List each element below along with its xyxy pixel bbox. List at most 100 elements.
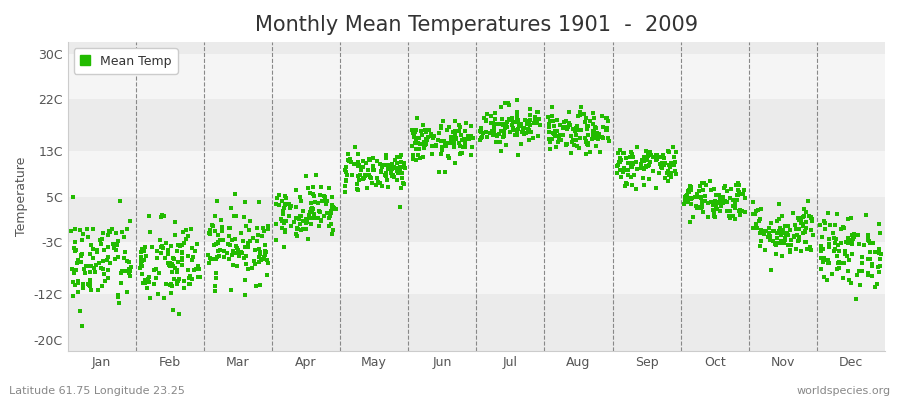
Point — [439, 140, 454, 146]
Point — [178, 227, 193, 234]
Point — [713, 198, 727, 204]
Point — [210, 254, 224, 260]
Point — [498, 100, 512, 106]
Point — [835, 274, 850, 281]
Point — [678, 196, 692, 203]
Point — [87, 268, 102, 275]
Point — [773, 238, 788, 244]
Point — [509, 111, 524, 118]
Point — [617, 166, 632, 173]
Point — [658, 174, 672, 181]
Point — [825, 271, 840, 277]
Point — [279, 195, 293, 202]
Point — [277, 220, 292, 226]
Point — [616, 169, 630, 175]
Point — [269, 236, 284, 243]
Point — [358, 160, 373, 166]
Point — [588, 124, 602, 131]
Point — [656, 152, 670, 158]
Point — [483, 119, 498, 126]
Point — [256, 256, 270, 262]
Point — [708, 192, 723, 198]
Point — [553, 122, 567, 128]
Point — [153, 237, 167, 243]
Point — [783, 227, 797, 233]
Bar — [68, 54, 885, 99]
Point — [438, 141, 453, 148]
Point — [512, 122, 526, 129]
Point — [435, 146, 449, 152]
Point — [527, 116, 542, 123]
Point — [457, 144, 472, 150]
Point — [211, 240, 225, 246]
Point — [445, 134, 459, 141]
Point — [664, 174, 679, 180]
Point — [830, 211, 844, 217]
Point — [464, 132, 479, 139]
Point — [292, 221, 307, 228]
Point — [610, 162, 625, 169]
Point — [102, 227, 116, 234]
Point — [101, 231, 115, 238]
Point — [586, 110, 600, 116]
Point — [806, 232, 821, 238]
Point — [680, 198, 694, 205]
Point — [614, 156, 628, 163]
Point — [457, 137, 472, 143]
Bar — [68, 197, 885, 242]
Point — [344, 159, 358, 165]
Point — [822, 235, 836, 242]
Point — [112, 198, 127, 205]
Point — [657, 155, 671, 162]
Point — [157, 213, 171, 219]
Point — [667, 154, 681, 160]
Point — [692, 183, 706, 189]
Point — [713, 196, 727, 202]
Point — [770, 240, 784, 246]
Point — [827, 248, 842, 254]
Point — [437, 169, 452, 175]
Point — [357, 172, 372, 178]
Point — [71, 288, 86, 295]
Point — [504, 115, 518, 121]
Point — [637, 158, 652, 165]
Point — [797, 229, 812, 235]
Point — [732, 189, 746, 195]
Point — [366, 166, 381, 173]
Point — [249, 224, 264, 231]
Point — [73, 252, 87, 258]
Point — [542, 121, 556, 127]
Point — [156, 244, 170, 251]
Point — [207, 242, 221, 248]
Point — [139, 253, 153, 259]
Point — [814, 248, 829, 254]
Point — [227, 212, 241, 219]
Point — [165, 260, 179, 267]
Point — [821, 209, 835, 216]
Point — [559, 140, 573, 147]
Point — [270, 195, 284, 201]
Point — [364, 180, 379, 186]
Point — [552, 136, 566, 142]
Point — [690, 191, 705, 197]
Point — [357, 174, 372, 181]
Point — [828, 239, 842, 246]
Point — [557, 123, 572, 130]
Point — [600, 118, 615, 124]
Point — [438, 140, 453, 146]
Point — [326, 204, 340, 210]
Point — [696, 198, 710, 204]
Point — [475, 134, 490, 140]
Point — [786, 210, 800, 217]
Point — [241, 266, 256, 272]
Point — [639, 164, 653, 170]
Point — [320, 210, 334, 217]
Point — [201, 252, 215, 258]
Point — [798, 238, 813, 245]
Point — [582, 149, 597, 155]
Point — [391, 170, 405, 176]
Point — [253, 248, 267, 255]
Point — [479, 117, 493, 124]
Point — [646, 153, 661, 160]
Point — [217, 248, 231, 254]
